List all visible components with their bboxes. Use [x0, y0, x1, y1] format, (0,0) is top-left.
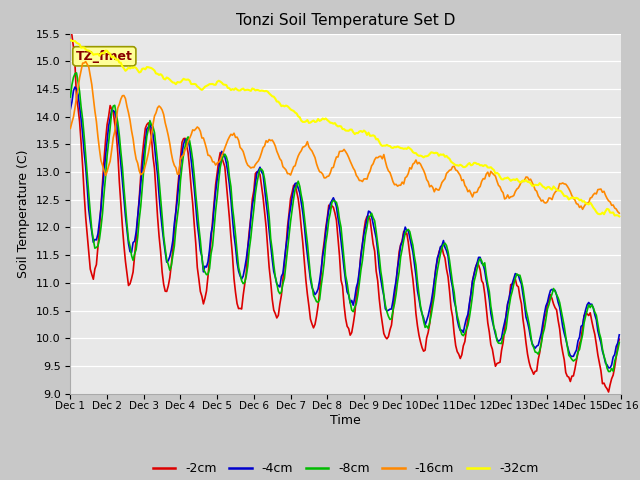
Text: TZ_fmet: TZ_fmet [76, 50, 132, 63]
Title: Tonzi Soil Temperature Set D: Tonzi Soil Temperature Set D [236, 13, 455, 28]
Legend: -2cm, -4cm, -8cm, -16cm, -32cm: -2cm, -4cm, -8cm, -16cm, -32cm [148, 457, 543, 480]
Y-axis label: Soil Temperature (C): Soil Temperature (C) [17, 149, 30, 278]
X-axis label: Time: Time [330, 414, 361, 427]
